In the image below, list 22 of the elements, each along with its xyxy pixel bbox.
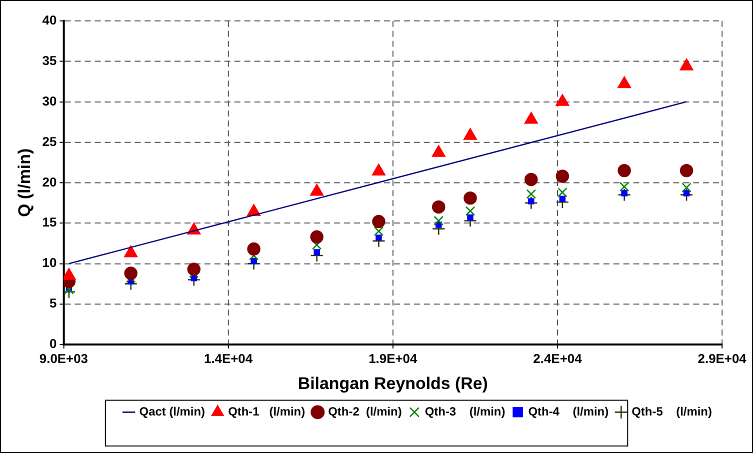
y-tick-label: 10	[42, 255, 57, 270]
y-tick-label: 30	[42, 93, 57, 108]
x-tick-label: 2.9E+04	[698, 350, 748, 366]
legend-label: Qth-4 (l/min)	[528, 404, 609, 418]
y-tick-label: 35	[42, 52, 57, 68]
y-tick-label: 20	[42, 174, 57, 190]
y-axis-title: Q (l/min)	[14, 148, 34, 217]
x-axis-title: Bilangan Reynolds (Re)	[298, 374, 488, 393]
y-tick-label: 0	[50, 336, 57, 352]
legend-label: Qth-3 (l/min)	[424, 404, 506, 418]
y-tick-label: 25	[42, 134, 57, 149]
legend-label: Qth-1 (l/min)	[228, 404, 306, 418]
legend-label: Qth-2 (l/min)	[328, 404, 402, 418]
y-tick-label: 15	[42, 214, 57, 230]
legend-label: Qth-5 (l/min)	[632, 404, 712, 418]
legend-label: Qact (l/min)	[139, 404, 206, 418]
x-tick-label: 1.4E+04	[204, 350, 254, 366]
x-tick-label: 2.4E+04	[533, 350, 583, 366]
x-tick-label: 9.0E+03	[39, 350, 88, 366]
x-tick-label: 1.9E+04	[368, 350, 418, 366]
y-tick-label: 5	[50, 296, 57, 311]
y-tick-label: 40	[42, 12, 57, 28]
